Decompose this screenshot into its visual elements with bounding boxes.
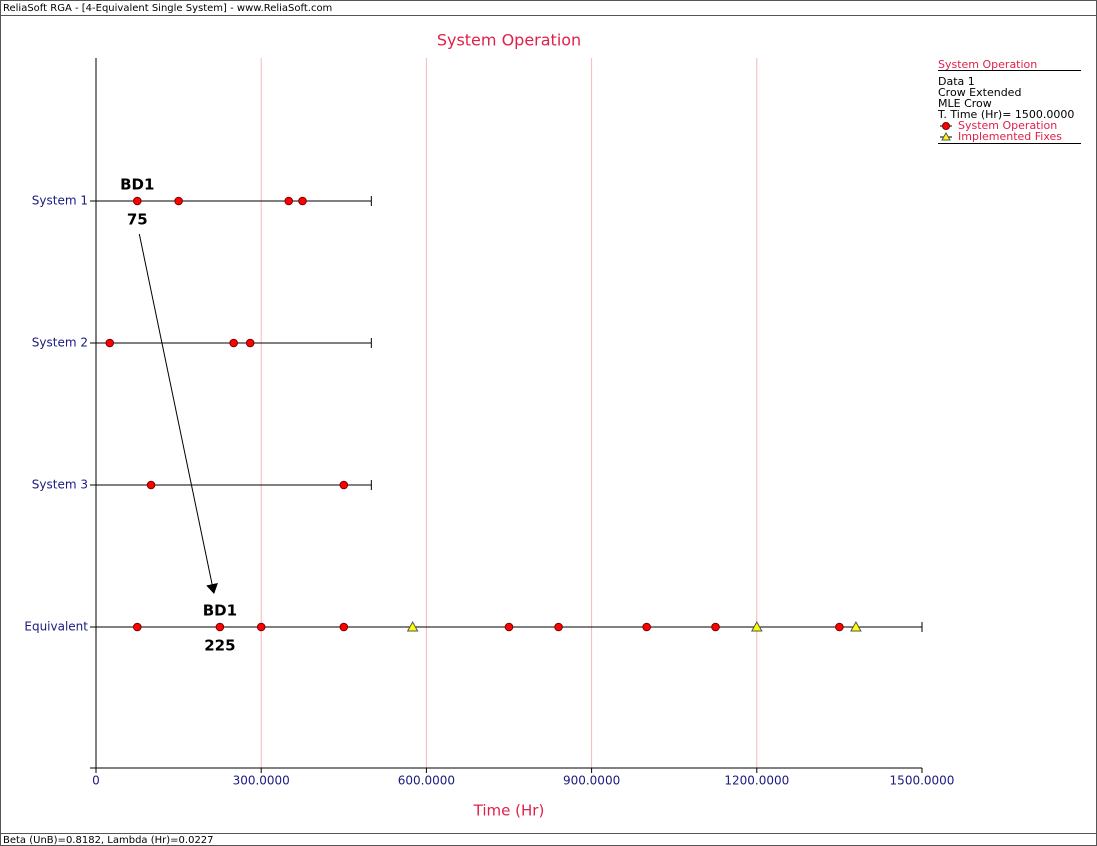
chart-title: System Operation (437, 31, 581, 50)
failure-marker (835, 622, 844, 632)
row-label: System 3 (32, 478, 88, 492)
failure-marker (339, 622, 349, 632)
legend-info: MLE Crow (938, 97, 992, 110)
legend-info: T. Time (Hr)= 1500.0000 (937, 108, 1074, 121)
legend-entry: Implemented Fixes (958, 130, 1062, 143)
x-tick-label: 1200.0000 (724, 774, 789, 788)
annotation-value: 75 (127, 211, 148, 229)
fix-marker (750, 620, 763, 632)
x-tick-label: 900.0000 (563, 774, 620, 788)
failure-marker (504, 622, 514, 632)
annotation-value: 225 (204, 637, 235, 655)
status-text: Beta (UnB)=0.8182, Lambda (Hr)=0.0227 (3, 835, 214, 846)
x-tick-label: 1500.0000 (890, 774, 955, 788)
failure-marker (215, 622, 225, 632)
annotation-label: BD1 (203, 602, 237, 620)
failure-marker (146, 480, 156, 490)
x-tick-label: 0 (92, 774, 100, 788)
row-label: Equivalent (24, 620, 88, 634)
row-label: System 1 (32, 194, 88, 208)
failure-marker (554, 622, 563, 632)
failure-marker (133, 196, 142, 206)
failure-marker (256, 622, 266, 632)
x-tick-label: 300.0000 (233, 774, 290, 788)
x-tick-label: 600.0000 (398, 774, 455, 788)
legend-info: Data 1 (938, 75, 975, 88)
window-title: ReliaSoft RGA - [4-Equivalent Single Sys… (3, 3, 332, 14)
annotation-arrow (138, 233, 218, 594)
row-label: System 2 (32, 336, 88, 350)
legend-info: Crow Extended (938, 86, 1021, 99)
failure-marker (642, 622, 651, 632)
failure-marker (229, 338, 238, 348)
failure-marker (245, 338, 255, 348)
fix-marker (406, 620, 419, 632)
legend-marker (942, 122, 950, 130)
fix-marker (850, 620, 862, 632)
failure-marker (133, 622, 142, 632)
annotation-label: BD1 (120, 176, 154, 194)
failure-marker (298, 196, 307, 206)
failure-marker (174, 196, 183, 206)
legend-marker (941, 131, 951, 141)
failure-marker (711, 622, 720, 632)
x-axis-label: Time (Hr) (473, 802, 545, 820)
failure-marker (339, 480, 349, 490)
failure-marker (284, 196, 294, 206)
failure-marker (105, 338, 115, 348)
legend-entry: System Operation (958, 119, 1057, 132)
legend-title: System Operation (938, 58, 1037, 71)
